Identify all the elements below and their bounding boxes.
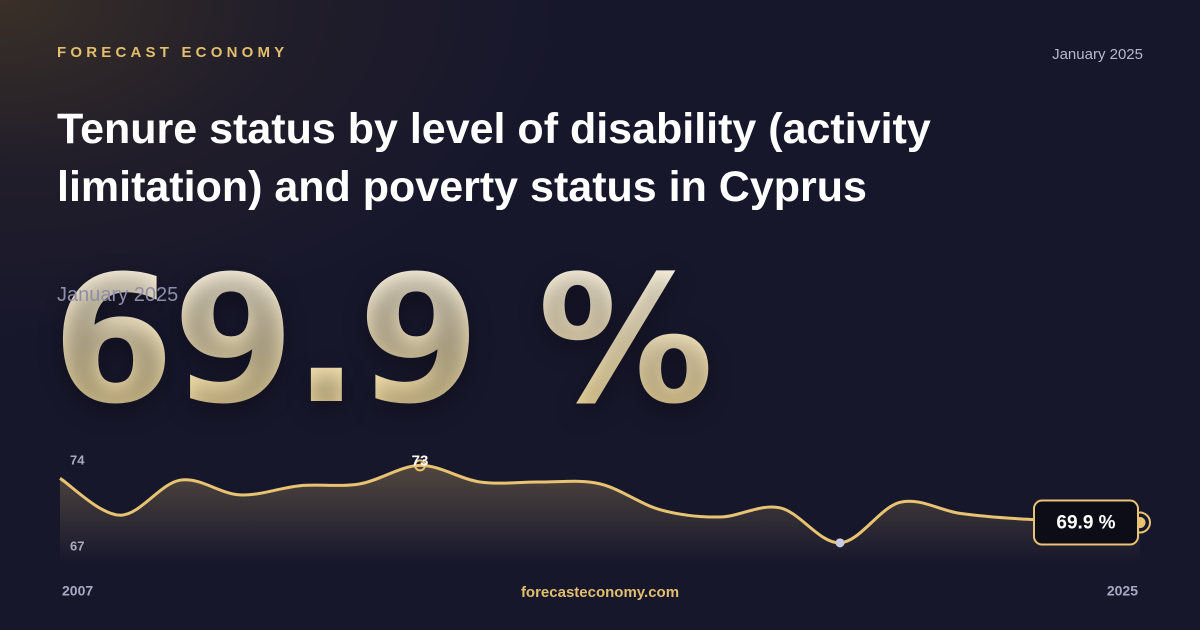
y-tick-label: 74	[70, 452, 85, 467]
x-tick-label: 2007	[62, 583, 93, 599]
value-label: 73	[412, 452, 429, 469]
headline-date: January 2025	[57, 284, 179, 306]
footer-site: forecasteconomy.com	[520, 584, 680, 601]
title: Tenure status by level of disability (ac…	[57, 105, 931, 211]
x-tick-label: 2025	[1107, 583, 1138, 599]
max-point	[414, 459, 426, 472]
headline-value: 69.9 %	[52, 238, 714, 443]
brand: FORECAST ECONOMY	[57, 44, 289, 61]
value-badge	[1033, 499, 1139, 546]
value-label: 69.9 %	[1056, 513, 1115, 534]
min-point	[835, 538, 845, 548]
line	[59, 463, 1141, 545]
date: January 2025	[1052, 46, 1143, 63]
area	[60, 465, 1140, 563]
